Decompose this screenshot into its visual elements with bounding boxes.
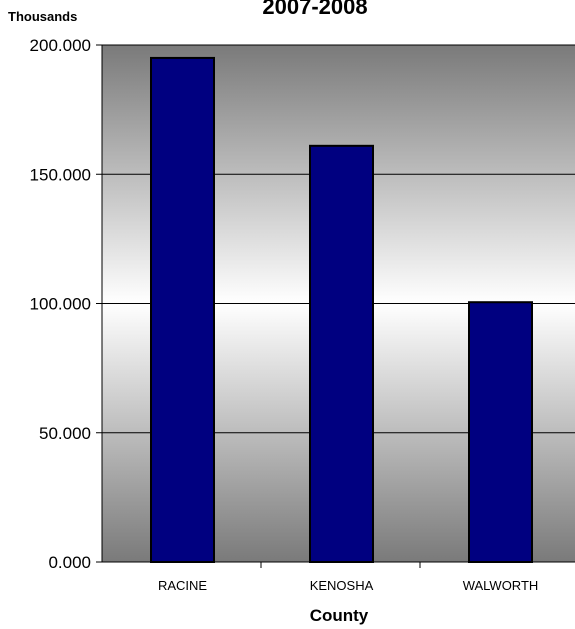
y-axis: 0.000 50.000 100.000 150.000 200.000	[30, 36, 103, 572]
y-tick-label: 200.000	[30, 36, 91, 55]
x-axis: RACINE KENOSHA WALWORTH	[102, 561, 575, 593]
x-axis-title: County	[310, 606, 369, 625]
x-tick-label: WALWORTH	[463, 578, 539, 593]
y-tick-label: 150.000	[30, 165, 91, 184]
chart-title: 2007-2008	[262, 0, 367, 19]
y-axis-units-label: Thousands	[8, 9, 77, 24]
y-tick-label: 50.000	[39, 424, 91, 443]
y-tick-label: 0.000	[48, 553, 91, 572]
bar-racine	[150, 56, 215, 564]
bar-kenosha	[309, 144, 374, 563]
x-tick-label: RACINE	[158, 578, 207, 593]
bar-walworth	[468, 301, 533, 563]
x-tick-label: KENOSHA	[310, 578, 374, 593]
y-tick-label: 100.000	[30, 295, 91, 314]
